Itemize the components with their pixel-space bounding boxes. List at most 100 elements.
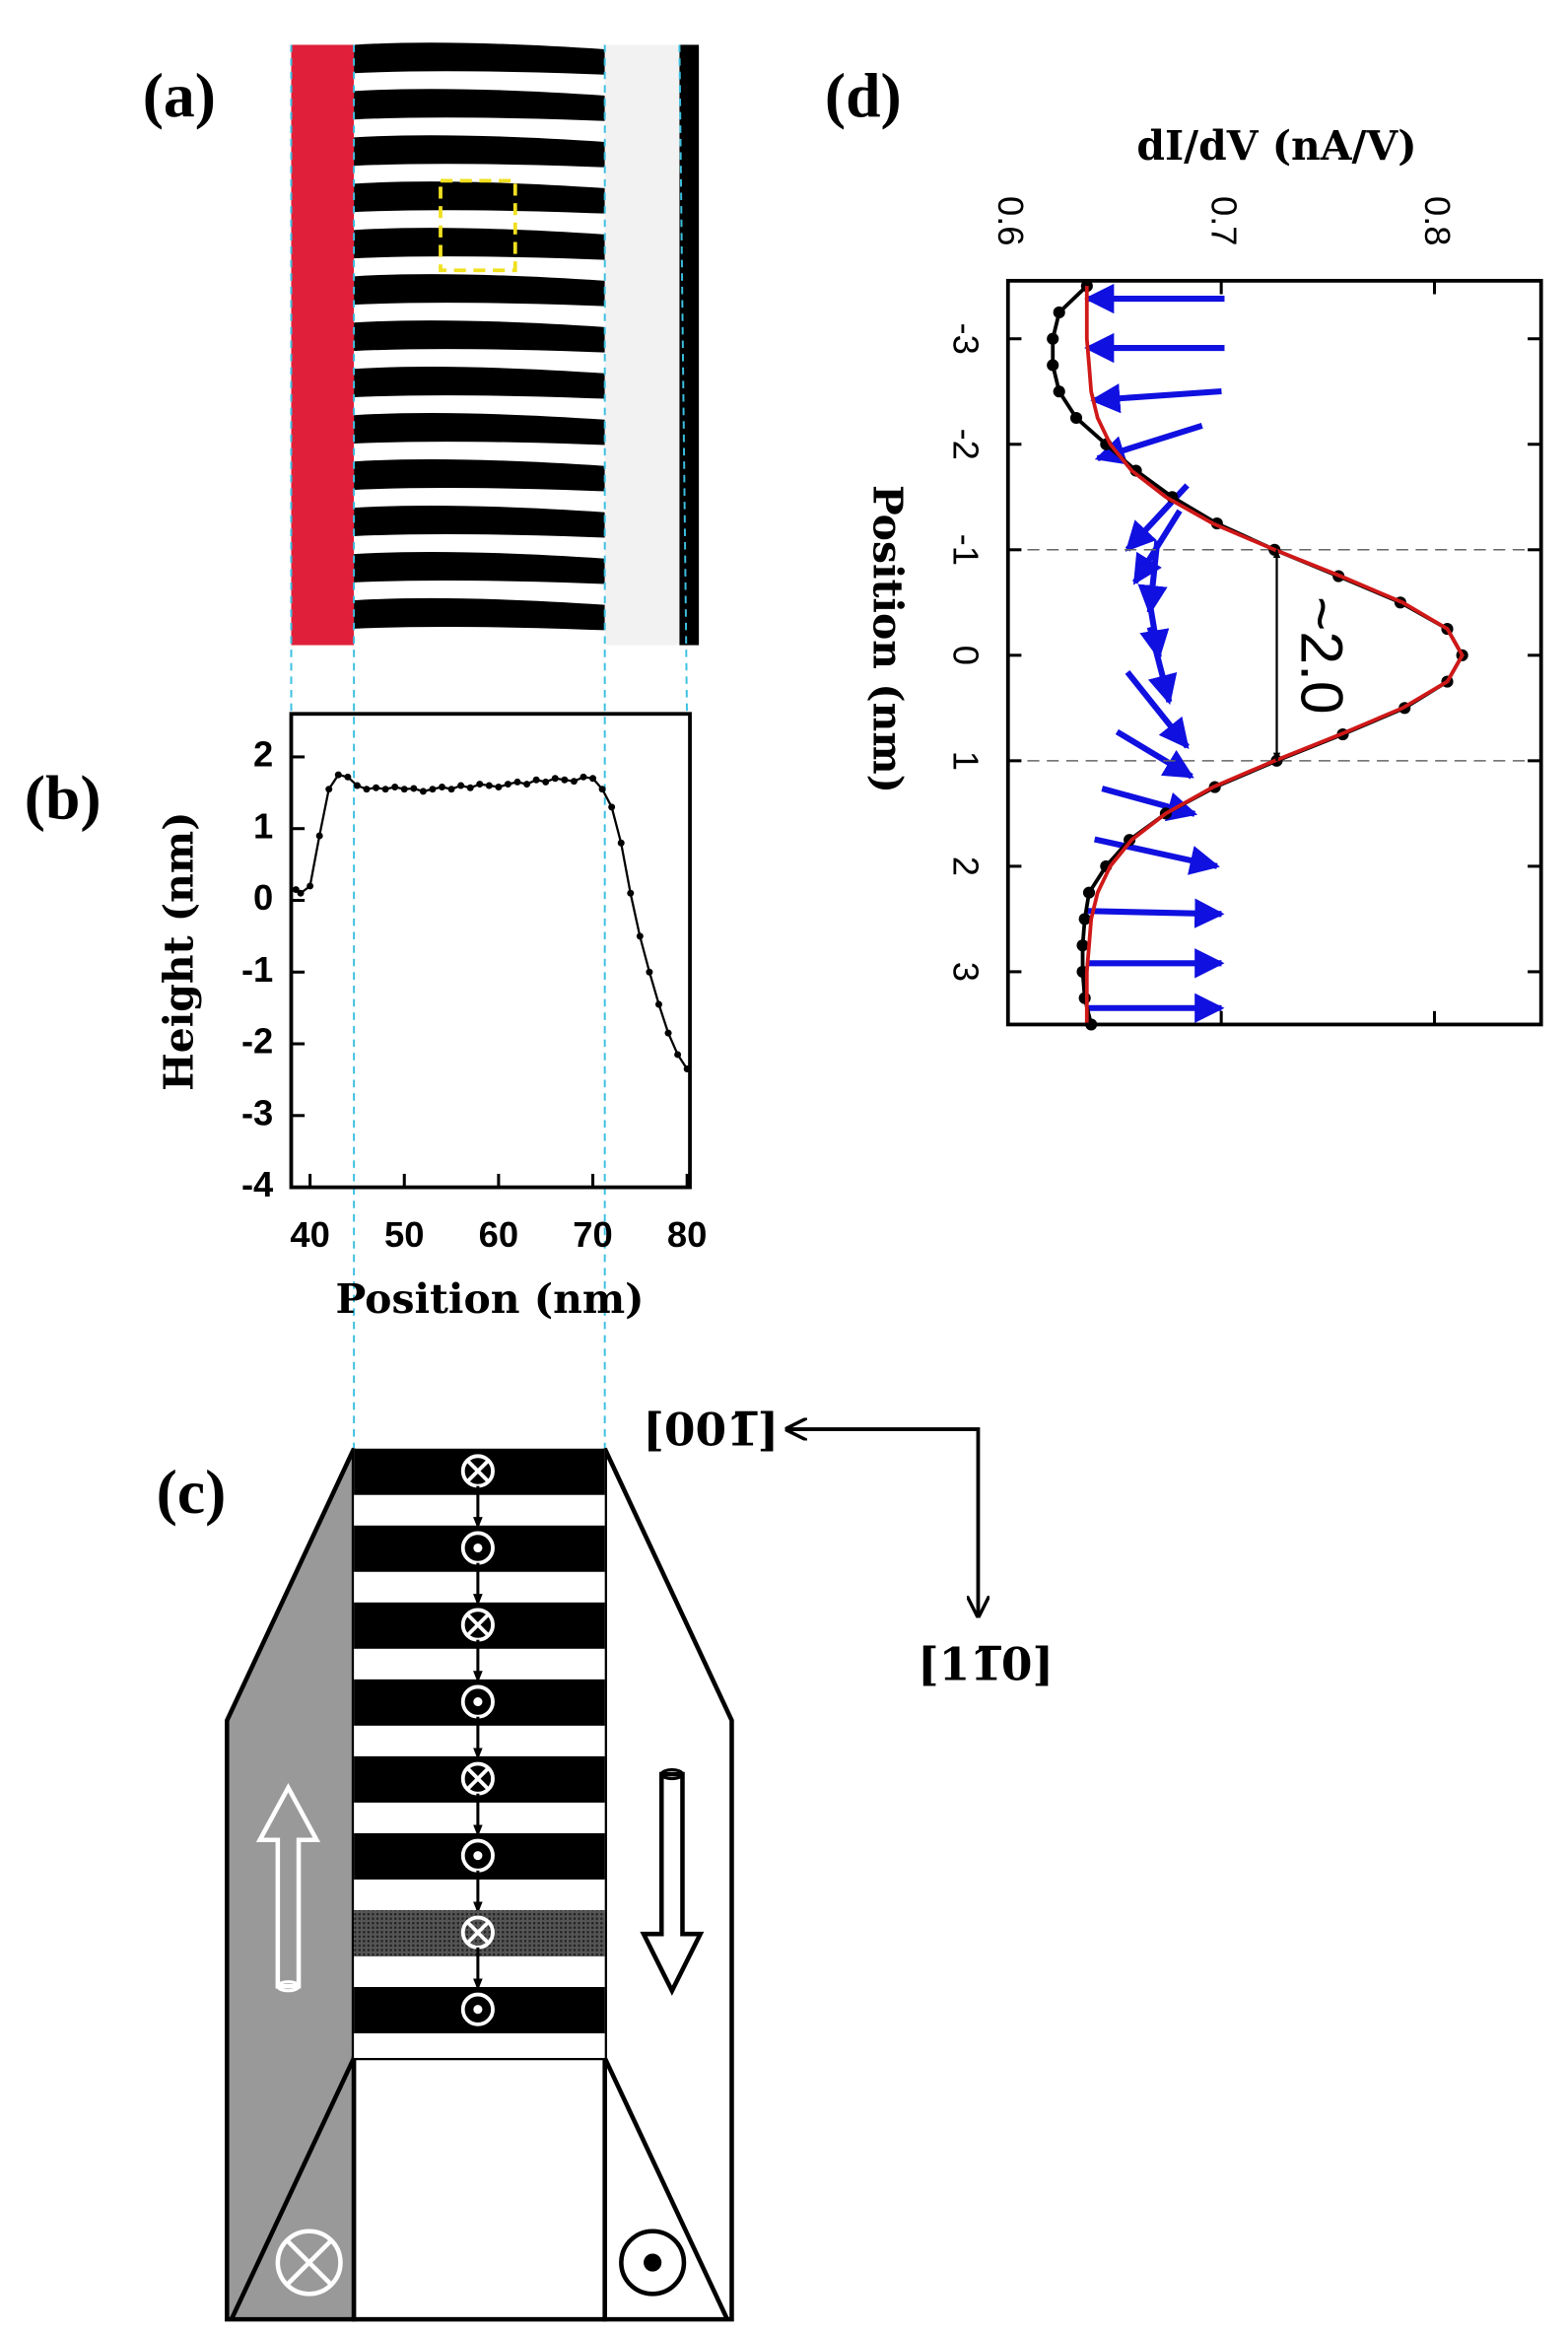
stripe (354, 320, 605, 353)
data-line (1084, 286, 1465, 1025)
y-tick-label: 2 (253, 734, 273, 775)
data-point (400, 786, 408, 793)
red-region (291, 44, 355, 646)
x-tick-label: 3 (946, 962, 987, 982)
data-point (373, 784, 380, 791)
stripe (354, 458, 605, 492)
y-tick-label: 1 (253, 805, 273, 846)
spin-cross (465, 1920, 490, 1945)
data-point (410, 785, 418, 792)
guide-lines (290, 44, 688, 1449)
spin-cross (465, 1766, 490, 1791)
selection-box (439, 178, 517, 273)
data-point (636, 932, 644, 940)
data-point (1082, 886, 1096, 899)
x-tick-label: 2 (946, 857, 987, 876)
edge (602, 2056, 729, 2321)
data-point (447, 786, 455, 793)
data-point (561, 776, 569, 784)
stripe (354, 228, 605, 260)
y-tick-label: 0.7 (1204, 196, 1245, 246)
y-tick-label: 0 (253, 877, 273, 918)
stripe (354, 505, 605, 538)
white-region (604, 44, 680, 646)
arrow-tail (659, 1768, 684, 1781)
guide-line (678, 44, 688, 715)
data-point (513, 778, 521, 786)
data-point (485, 782, 493, 789)
chart: -3 -2 -1 0 1 2 3 0.6 0.7 0.8 Position (nm) dI/dV (n… (864, 122, 1543, 1031)
spin-cross (465, 1612, 490, 1637)
data-point (608, 803, 616, 811)
into-page-symbol (275, 2229, 343, 2297)
y-axis-label: dI/dV (nA/V) (1136, 122, 1416, 170)
y-tick-label: 0.6 (990, 196, 1031, 246)
x-tick-label: -1 (946, 534, 987, 566)
data-point (476, 781, 484, 789)
data-point (598, 786, 606, 793)
stripe (354, 367, 605, 399)
annotation: ~2.0 (1288, 596, 1355, 715)
data-point (381, 786, 389, 793)
chart: 40 50 60 70 80 -4 -3 -2 -1 0 1 2 Position (nm) Height… (155, 712, 707, 1323)
data-point (664, 1029, 672, 1037)
y-tick-label: -2 (241, 1021, 273, 1062)
crystal-axes (787, 1429, 979, 1615)
data-point (429, 786, 437, 793)
hollow-arrow-down (640, 1771, 705, 1996)
data-point (1076, 939, 1089, 952)
data-point (439, 784, 445, 790)
edge (229, 2056, 357, 2321)
data-point (457, 782, 465, 789)
stripe (354, 42, 605, 75)
hollow-arrow-up (255, 1782, 321, 1989)
data-point (292, 886, 300, 894)
x-axis-label: Position (nm) (864, 485, 912, 793)
y-tick-label: -3 (241, 1092, 273, 1132)
plot-frame (289, 712, 692, 1190)
data-point (419, 788, 427, 795)
spin-cross (465, 1459, 490, 1483)
y-tick-label: 0.8 (1417, 196, 1458, 246)
stripe (354, 89, 605, 121)
out-of-page-symbol (619, 2229, 687, 2297)
data-point (1078, 913, 1091, 926)
x-tick-label: 50 (384, 1214, 424, 1255)
panel-label: (c) (157, 1457, 227, 1527)
data-point (542, 778, 550, 786)
x-tick-label: 1 (946, 751, 987, 771)
stripe (354, 274, 605, 307)
stripe (354, 551, 605, 584)
data-point (523, 781, 531, 789)
x-tick-label: 40 (290, 1214, 329, 1255)
data-point (353, 782, 361, 789)
axis-label: [001̅] (643, 1404, 779, 1457)
x-tick-label: 0 (946, 646, 987, 665)
spin-dot (473, 1543, 483, 1553)
data-point (532, 776, 540, 784)
spin-dot (473, 1851, 483, 1861)
data-point (579, 773, 587, 781)
panel-label: (a) (143, 60, 216, 130)
x-tick-label: -2 (946, 429, 987, 460)
spin-symbol (460, 1992, 495, 2026)
stm-image (291, 42, 700, 646)
stripe (354, 135, 605, 168)
x-tick-label: -3 (946, 323, 987, 355)
data-point (466, 784, 474, 791)
data-point (627, 889, 635, 897)
y-axis-label: Height (nm) (155, 811, 202, 1090)
data-point (363, 786, 371, 793)
plot-frame (1005, 278, 1543, 1027)
data-point (315, 832, 323, 840)
x-tick-label: 70 (573, 1214, 612, 1255)
data-point (334, 771, 342, 779)
panel-label: (d) (825, 60, 902, 130)
data-point (1047, 332, 1059, 345)
bottom-box (351, 2055, 607, 2322)
stripe (354, 597, 605, 631)
x-tick-label: 80 (667, 1214, 707, 1255)
data-point (589, 775, 597, 783)
data-point (654, 1000, 662, 1008)
